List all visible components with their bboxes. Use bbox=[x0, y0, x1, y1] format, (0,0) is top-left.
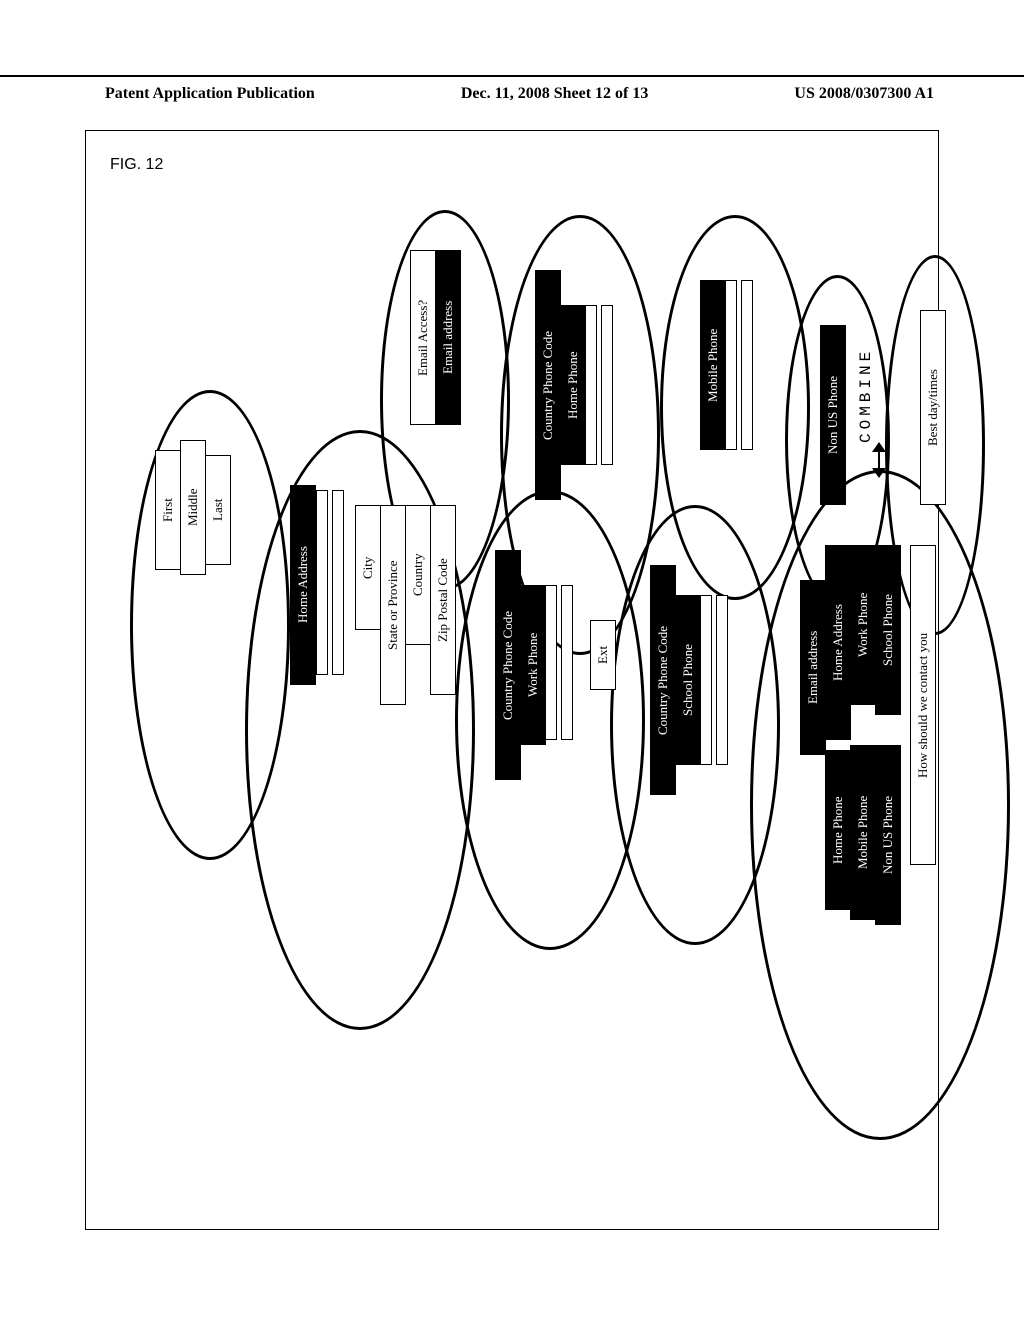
home_phone-field bbox=[585, 305, 597, 465]
work_phone-field: Ext bbox=[590, 620, 616, 690]
contact_combined-field: How should we contact you bbox=[910, 545, 936, 865]
address-field bbox=[316, 490, 328, 675]
work_phone-field: Country Phone Code bbox=[495, 550, 521, 780]
work_phone-field: Work Phone bbox=[520, 585, 546, 745]
contact_combined-field: Email address bbox=[800, 580, 826, 755]
contact_combined-field: School Phone bbox=[875, 545, 901, 715]
address-field: State or Province bbox=[380, 505, 406, 705]
combine-label: COMBINE bbox=[857, 258, 875, 443]
work_phone-field bbox=[545, 585, 557, 740]
non_us_phone-field: Non US Phone bbox=[820, 325, 846, 505]
address-field: Country bbox=[405, 505, 431, 645]
header-right: US 2008/0307300 A1 bbox=[794, 85, 934, 103]
address-field: Zip Postal Code bbox=[430, 505, 456, 695]
address-field: City bbox=[355, 505, 381, 630]
combine-arrow-head-up bbox=[872, 442, 886, 452]
address-field: Home Address bbox=[290, 485, 316, 685]
header-left: Patent Application Publication bbox=[105, 85, 315, 103]
contact_combined-field: Non US Phone bbox=[875, 745, 901, 925]
name-field: Middle bbox=[180, 440, 206, 575]
home_phone-field: Home Phone bbox=[560, 305, 586, 465]
mobile_phone-field bbox=[725, 280, 737, 450]
contact_combined-field: Home Address bbox=[825, 545, 851, 740]
contact_combined-field: Home Phone bbox=[825, 750, 851, 910]
contact_combined-field: Mobile Phone bbox=[850, 745, 876, 920]
best_day-field: Best day/times bbox=[920, 310, 946, 505]
home_phone-field bbox=[601, 305, 613, 465]
school_phone-field: School Phone bbox=[675, 595, 701, 765]
page-header: Patent Application Publication Dec. 11, … bbox=[0, 75, 1024, 103]
work_phone-field bbox=[561, 585, 573, 740]
email-field: Email Access? bbox=[410, 250, 436, 425]
contact_combined-field: Work Phone bbox=[850, 545, 876, 705]
header-center: Dec. 11, 2008 Sheet 12 of 13 bbox=[461, 85, 649, 103]
school_phone-field: Country Phone Code bbox=[650, 565, 676, 795]
email-field: Email address bbox=[435, 250, 461, 425]
figure-label: FIG. 12 bbox=[110, 156, 163, 174]
school_phone-field bbox=[700, 595, 712, 765]
name-field: First bbox=[155, 450, 181, 570]
figure-diagram: FIG. 12 FirstMiddleLastEmail Access?Emai… bbox=[100, 150, 920, 1210]
address-field bbox=[332, 490, 344, 675]
combine-arrow-head-down bbox=[872, 468, 886, 478]
mobile_phone-field bbox=[741, 280, 753, 450]
mobile_phone-field: Mobile Phone bbox=[700, 280, 726, 450]
name-field: Last bbox=[205, 455, 231, 565]
home_phone-field: Country Phone Code bbox=[535, 270, 561, 500]
school_phone-field bbox=[716, 595, 728, 765]
